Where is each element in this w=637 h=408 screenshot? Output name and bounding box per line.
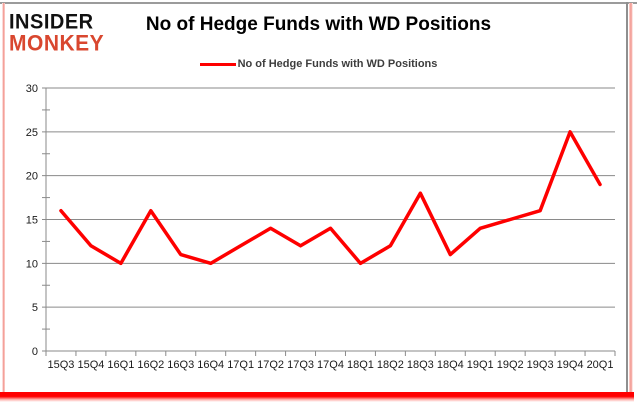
x-tick-label: 17Q4 [317, 359, 344, 371]
x-tick-label: 19Q2 [497, 359, 524, 371]
frame-top-border [0, 2, 637, 4]
logo-text-insider: INSIDER [9, 10, 94, 34]
x-tick-label: 16Q4 [197, 359, 224, 371]
legend-line-swatch [199, 62, 236, 66]
logo-text-monkey: MONKEY [9, 31, 105, 56]
y-tick-label: 0 [32, 346, 38, 358]
x-tick-label: 16Q3 [167, 359, 194, 371]
x-tick-label: 18Q3 [407, 359, 434, 371]
legend-series-label: No of Hedge Funds with WD Positions [237, 58, 438, 70]
insider-monkey-logo: INSIDER MONKEY [9, 10, 105, 56]
y-tick-label: 15 [26, 215, 38, 227]
x-tick-label: 17Q3 [287, 359, 314, 371]
chart-legend: No of Hedge Funds with WD Positions [0, 58, 637, 70]
x-tick-label: 19Q1 [467, 359, 494, 371]
y-tick-label: 5 [32, 302, 38, 314]
x-tick-label: 19Q4 [557, 359, 584, 371]
frame-bottom-red-bar [0, 392, 634, 402]
x-tick-label: 20Q1 [587, 359, 614, 371]
x-tick-label: 18Q1 [347, 359, 374, 371]
series-line [59, 130, 602, 266]
x-tick-label: 16Q2 [137, 359, 164, 371]
frame-left-border [2, 3, 5, 394]
frame-right-glow [629, 3, 633, 394]
frame-right-border [626, 2, 628, 394]
y-tick-label: 20 [26, 171, 38, 183]
x-tick-label: 15Q3 [48, 359, 75, 371]
x-tick-label: 18Q2 [377, 359, 404, 371]
x-tick-label: 16Q1 [107, 359, 134, 371]
y-tick-label: 30 [26, 83, 38, 95]
x-tick-label: 19Q3 [527, 359, 554, 371]
chart-title: No of Hedge Funds with WD Positions [145, 14, 492, 35]
y-tick-label: 10 [26, 258, 38, 270]
y-tick-label: 25 [26, 127, 38, 139]
x-tick-label: 18Q4 [437, 359, 464, 371]
x-tick-label: 17Q2 [257, 359, 284, 371]
x-tick-label: 17Q1 [227, 359, 254, 371]
x-tick-label: 15Q4 [77, 359, 104, 371]
